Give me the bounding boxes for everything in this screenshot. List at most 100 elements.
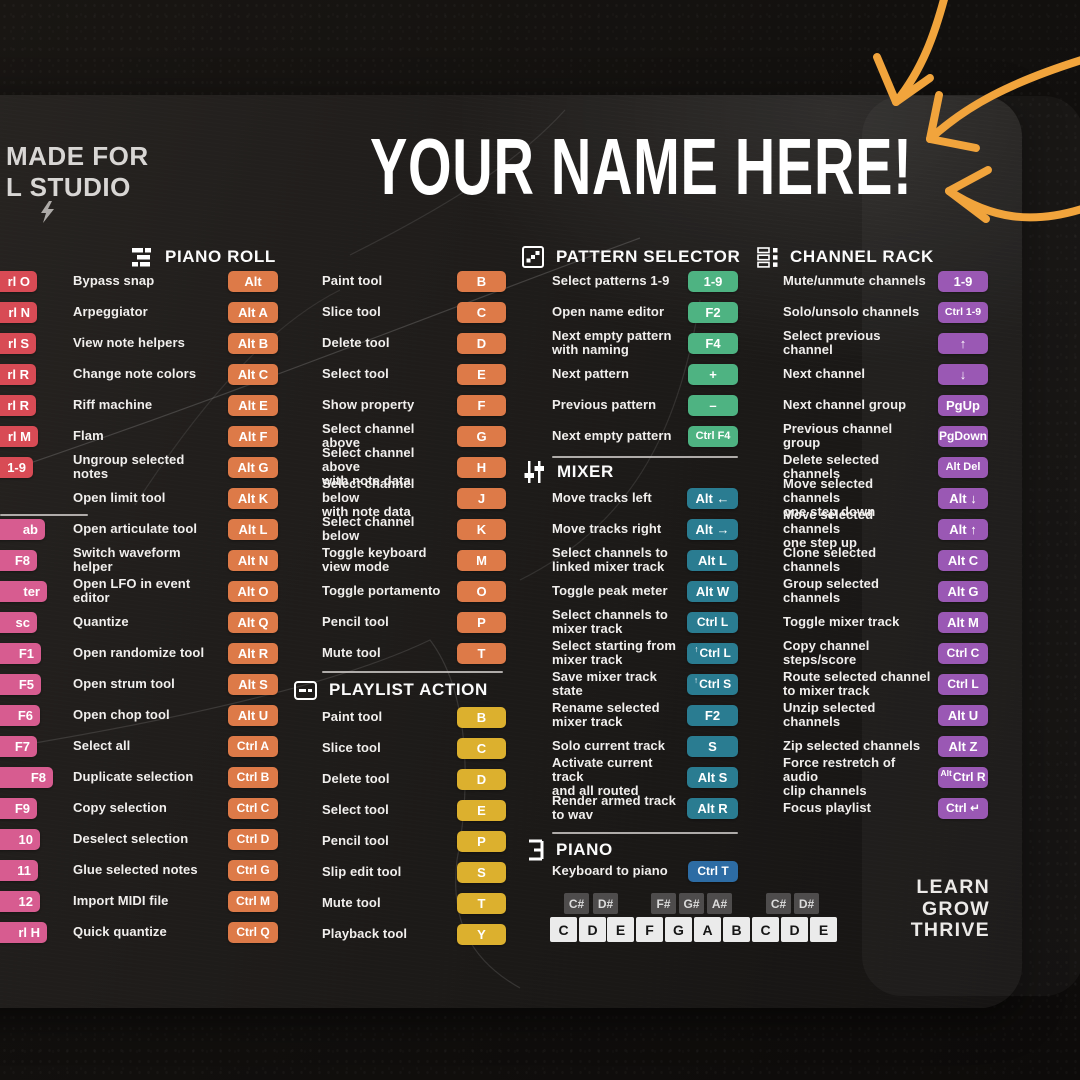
key-text: Ctrl 1-9	[944, 306, 982, 318]
section-title: MIXER	[557, 462, 614, 481]
key-badge: F2	[687, 704, 738, 726]
left-edge-key-badge: F8	[0, 766, 53, 788]
key-text: Alt U	[237, 707, 269, 723]
divider	[322, 671, 503, 673]
key-badge: Alt ↑	[938, 518, 988, 540]
key-badge: ↓	[938, 363, 988, 385]
key-text: Alt ↑	[949, 521, 977, 537]
key-badge: Alt B	[228, 332, 278, 354]
shortcut-label: Arpeggiator	[73, 304, 148, 319]
key-badge: T	[457, 642, 506, 664]
left-edge-key-badge: 11	[0, 859, 38, 881]
key-badge: F4	[688, 332, 738, 354]
key-text: Ctrl Q	[236, 925, 270, 939]
key-text: ↑	[959, 335, 967, 351]
key-badge: P	[457, 611, 506, 633]
key-badge: O	[457, 580, 506, 602]
key-badge: Alt S	[687, 766, 738, 788]
shortcut-label: Open articulate tool	[73, 521, 198, 536]
shortcut-label: Select channel below	[322, 514, 415, 543]
shortcut-label: Select channel above	[322, 421, 415, 450]
section-title: PIANO ROLL	[165, 247, 276, 266]
shortcut-label: Rename selected mixer track	[552, 700, 660, 729]
key-badge: G	[457, 425, 506, 447]
key-badge: Alt W	[687, 580, 738, 602]
key-badge: C	[457, 737, 506, 759]
section-header-piano-roll: PIANO ROLL	[131, 246, 276, 268]
key-text: D	[476, 335, 487, 351]
key-badge: Ctrl L	[687, 611, 738, 633]
divider	[552, 456, 738, 458]
key-badge: F	[457, 394, 506, 416]
section-header-channel-rack: CHANNEL RACK	[757, 246, 934, 268]
shortcut-label: Select all	[73, 738, 131, 753]
key-text: Ctrl T	[697, 864, 729, 878]
key-text: Alt M	[947, 614, 979, 630]
shortcut-label: Next empty pattern	[552, 428, 672, 443]
shortcut-label: Select channels to linked mixer track	[552, 545, 668, 574]
shortcut-label: Previous pattern	[552, 397, 657, 412]
piano-key-natural: C	[550, 917, 577, 942]
left-edge-key-badge: 10	[0, 828, 40, 850]
shortcut-label: Previous channel group	[783, 421, 893, 450]
piano-roll-icon	[132, 247, 151, 266]
key-text: H	[476, 459, 487, 475]
left-edge-key-badge: rl R	[0, 394, 36, 416]
key-text: C	[476, 740, 487, 756]
shortcut-label: Switch waveform helper	[73, 545, 181, 574]
shortcut-label: Clone selected channels	[783, 545, 877, 574]
key-text: Ctrl A	[236, 739, 270, 753]
key-badge: Alt →	[687, 518, 738, 540]
section-title: PLAYLIST ACTION	[329, 680, 488, 699]
key-text: S	[477, 864, 486, 880]
key-badge: Alt Ctrl R	[938, 766, 988, 788]
key-badge: PgUp	[938, 394, 988, 416]
section-header-playlist-action: PLAYLIST ACTION	[294, 679, 488, 701]
key-badge: M	[457, 549, 506, 571]
shortcut-label: Open limit tool	[73, 490, 166, 505]
key-badge: F2	[688, 301, 738, 323]
shortcut-label: Render armed track to wav	[552, 793, 676, 822]
key-badge: Alt G	[938, 580, 988, 602]
key-badge: Ctrl 1-9	[938, 301, 988, 323]
shortcut-label: Import MIDI file	[73, 893, 169, 908]
key-text: 1-9	[953, 273, 973, 289]
section-title: CHANNEL RACK	[790, 247, 934, 266]
key-text: S	[708, 738, 717, 754]
section-header-pattern-selector: PATTERN SELECTOR	[522, 246, 740, 268]
piano-key-natural: G	[665, 917, 692, 942]
shortcut-label: Toggle portamento	[322, 583, 441, 598]
key-text: Alt S	[697, 769, 728, 785]
key-text: Ctrl B	[236, 770, 270, 784]
key-badge: Alt R	[228, 642, 278, 664]
key-badge: Alt K	[228, 487, 278, 509]
key-text: Ctrl L	[696, 615, 729, 629]
key-badge: Alt M	[938, 611, 988, 633]
shortcut-label: Open name editor	[552, 304, 665, 319]
piano-key-natural: F	[636, 917, 663, 942]
piano-key-natural: B	[723, 917, 750, 942]
mixer-icon	[524, 461, 544, 483]
shortcut-label: Slice tool	[322, 740, 381, 755]
key-text: Ctrl R	[952, 770, 986, 784]
shortcut-label: View note helpers	[73, 335, 185, 350]
shortcut-label: Show property	[322, 397, 415, 412]
shortcut-label: Move tracks left	[552, 490, 652, 505]
left-edge-key-badge: 12	[0, 890, 40, 912]
pattern-selector-icon	[522, 246, 544, 268]
piano-key-sharp: C#	[766, 893, 791, 914]
key-badge: Ctrl D	[228, 828, 278, 850]
left-edge-key-badge: ab	[0, 518, 45, 540]
shortcut-label: Pencil tool	[322, 833, 389, 848]
shortcut-label: Group selected channels	[783, 576, 880, 605]
key-badge: Alt F	[228, 425, 278, 447]
shortcut-label: Select starting from mixer track	[552, 638, 677, 667]
key-badge: Ctrl Q	[228, 921, 278, 943]
key-badge: 1-9	[938, 270, 988, 292]
key-badge: C	[457, 301, 506, 323]
key-badge: E	[457, 799, 506, 821]
left-edge-key-badge: rl S	[0, 332, 36, 354]
piano-key-natural: E	[607, 917, 634, 942]
shortcut-label: Mute tool	[322, 645, 381, 660]
key-text: F2	[704, 707, 721, 723]
